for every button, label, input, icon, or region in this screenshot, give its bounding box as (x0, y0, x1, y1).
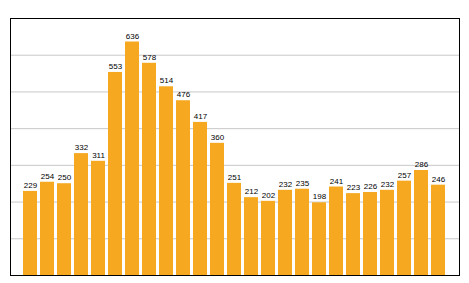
svg-text:332: 332 (75, 143, 89, 152)
svg-text:514: 514 (160, 76, 174, 85)
svg-text:250: 250 (58, 173, 72, 182)
svg-text:246: 246 (432, 175, 446, 184)
svg-text:223: 223 (347, 183, 361, 192)
svg-text:286: 286 (415, 160, 429, 169)
svg-text:257: 257 (398, 171, 412, 180)
svg-text:251: 251 (228, 173, 242, 182)
svg-text:212: 212 (245, 187, 259, 196)
svg-text:232: 232 (279, 180, 293, 189)
svg-text:578: 578 (143, 53, 157, 62)
svg-text:360: 360 (211, 133, 225, 142)
svg-text:198: 198 (313, 192, 327, 201)
svg-text:417: 417 (194, 112, 208, 121)
svg-text:232: 232 (381, 180, 395, 189)
svg-text:202: 202 (262, 191, 276, 200)
svg-text:241: 241 (330, 177, 344, 186)
svg-text:235: 235 (296, 179, 310, 188)
svg-text:226: 226 (364, 182, 378, 191)
svg-text:553: 553 (109, 62, 123, 71)
svg-text:311: 311 (92, 151, 105, 160)
svg-text:254: 254 (41, 172, 55, 181)
svg-text:229: 229 (24, 181, 38, 190)
svg-text:476: 476 (177, 90, 191, 99)
svg-text:636: 636 (126, 32, 140, 41)
